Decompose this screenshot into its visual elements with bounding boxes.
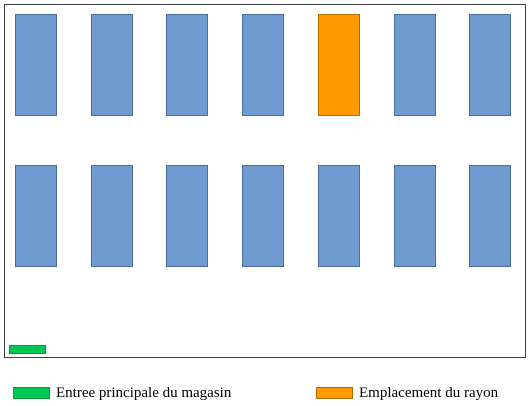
main-entrance-marker — [9, 345, 46, 354]
shelf — [15, 165, 57, 267]
legend-entrance-label: Entree principale du magasin — [56, 384, 232, 401]
shelf — [318, 165, 360, 267]
shelf — [394, 14, 436, 116]
shelf — [91, 14, 133, 116]
shelf — [15, 14, 57, 116]
legend-entrance: Entree principale du magasin — [13, 383, 231, 403]
legend-shelf: Emplacement du rayon — [316, 383, 498, 403]
shelf — [242, 165, 284, 267]
shelf — [394, 165, 436, 267]
entrance-swatch — [13, 387, 50, 399]
legend-shelf-label: Emplacement du rayon — [359, 384, 499, 401]
shelf — [91, 165, 133, 267]
shelf — [166, 14, 208, 116]
shelf-location-swatch — [316, 387, 353, 399]
shelf — [166, 165, 208, 267]
shelf — [469, 165, 511, 267]
shelf — [242, 14, 284, 116]
shelf — [469, 14, 511, 116]
shelf-highlighted — [318, 14, 360, 116]
